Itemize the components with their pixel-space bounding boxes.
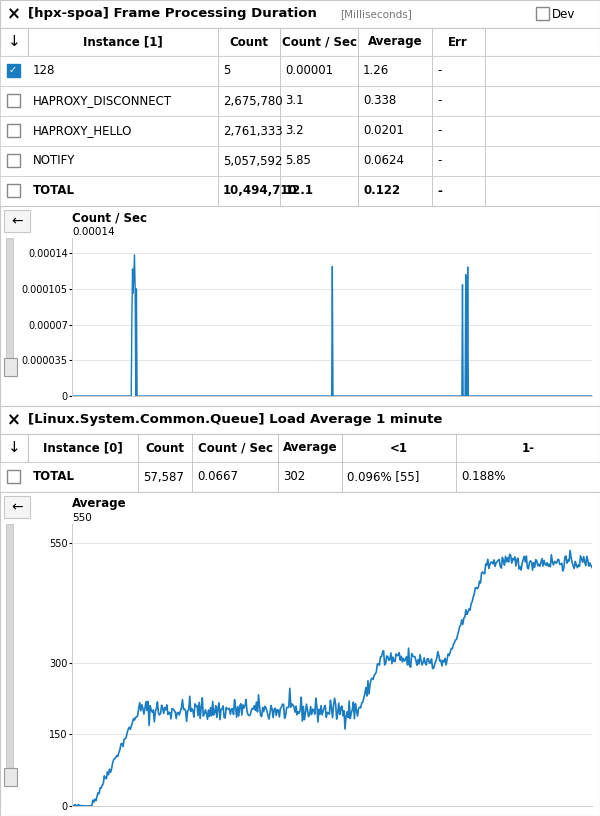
Text: 57,587: 57,587 [143, 471, 184, 484]
Bar [4, 358, 17, 376]
Text: Dev: Dev [552, 7, 575, 20]
Text: Count: Count [229, 36, 269, 48]
Text: 3.1: 3.1 [285, 95, 304, 108]
Bar [28, 434, 600, 462]
Text: Instance [1]: Instance [1] [83, 36, 163, 48]
Text: -: - [437, 125, 442, 138]
Bar [6, 238, 13, 376]
Text: 0.00001: 0.00001 [285, 64, 333, 78]
Text: 5,057,592: 5,057,592 [223, 154, 283, 167]
Text: 302: 302 [283, 471, 305, 484]
Text: TOTAL: TOTAL [33, 471, 75, 484]
Text: ←: ← [11, 214, 23, 228]
Text: 0.338: 0.338 [363, 95, 396, 108]
Bar [7, 94, 20, 107]
Text: 0.096% [55]: 0.096% [55] [347, 471, 419, 484]
Bar [28, 28, 600, 56]
Bar [7, 154, 20, 167]
Bar [0, 406, 600, 434]
Text: ✓: ✓ [9, 65, 17, 75]
Text: HAPROXY_HELLO: HAPROXY_HELLO [33, 125, 133, 138]
Text: Average: Average [368, 36, 422, 48]
Text: ×: × [7, 5, 21, 23]
Bar [0, 86, 600, 116]
Text: 0.188%: 0.188% [461, 471, 505, 484]
Text: [Milliseconds]: [Milliseconds] [340, 9, 412, 19]
Bar [4, 210, 30, 232]
Text: ←: ← [11, 500, 23, 514]
Text: 0.0624: 0.0624 [363, 154, 404, 167]
Bar [7, 64, 20, 77]
Bar [0, 116, 600, 146]
Text: 550: 550 [72, 513, 92, 523]
Text: ×: × [7, 411, 21, 429]
Text: Count / Sec: Count / Sec [281, 36, 356, 48]
Text: Average: Average [283, 441, 337, 455]
Bar [0, 56, 600, 86]
Bar [4, 768, 17, 786]
Text: 0.00014: 0.00014 [72, 227, 115, 237]
Text: 0.122: 0.122 [363, 184, 400, 197]
Bar [0, 462, 600, 492]
Text: 128: 128 [33, 64, 55, 78]
Text: -: - [437, 154, 442, 167]
Bar [7, 184, 20, 197]
Text: 3.2: 3.2 [285, 125, 304, 138]
Text: 0.0667: 0.0667 [197, 471, 238, 484]
Bar [0, 206, 600, 406]
Text: 0.0201: 0.0201 [363, 125, 404, 138]
Text: HAPROXY_DISCONNECT: HAPROXY_DISCONNECT [33, 95, 172, 108]
Text: 2,675,780: 2,675,780 [223, 95, 283, 108]
Text: Average: Average [72, 498, 127, 511]
Text: Instance [0]: Instance [0] [43, 441, 123, 455]
Bar [0, 28, 28, 56]
Text: 12.1: 12.1 [285, 184, 314, 197]
Text: Count: Count [146, 441, 185, 455]
Text: 2,761,333: 2,761,333 [223, 125, 283, 138]
Bar [7, 470, 20, 483]
Text: <1: <1 [390, 441, 408, 455]
Text: -: - [437, 64, 442, 78]
Bar [7, 124, 20, 137]
Text: ↓: ↓ [8, 34, 20, 50]
Bar [0, 434, 28, 462]
Bar [4, 496, 30, 518]
Text: [hpx-spoa] Frame Processing Duration: [hpx-spoa] Frame Processing Duration [28, 7, 317, 20]
Text: -: - [437, 95, 442, 108]
Text: 5.85: 5.85 [285, 154, 311, 167]
Text: [Linux.System.Common.Queue] Load Average 1 minute: [Linux.System.Common.Queue] Load Average… [28, 414, 442, 427]
Text: Err: Err [448, 36, 468, 48]
Text: Count / Sec: Count / Sec [72, 211, 147, 224]
Text: Count / Sec: Count / Sec [197, 441, 272, 455]
Text: NOTIFY: NOTIFY [33, 154, 76, 167]
Text: -: - [437, 184, 442, 197]
Text: TOTAL: TOTAL [33, 184, 75, 197]
Bar [0, 0, 600, 28]
Text: 1-: 1- [521, 441, 535, 455]
Bar [0, 176, 600, 206]
Text: 1.26: 1.26 [363, 64, 389, 78]
Text: 10,494,710: 10,494,710 [223, 184, 298, 197]
Text: 5: 5 [223, 64, 230, 78]
Bar [536, 7, 549, 20]
Text: ↓: ↓ [8, 441, 20, 455]
Bar [6, 524, 13, 786]
Bar [0, 146, 600, 176]
Bar [0, 492, 600, 816]
